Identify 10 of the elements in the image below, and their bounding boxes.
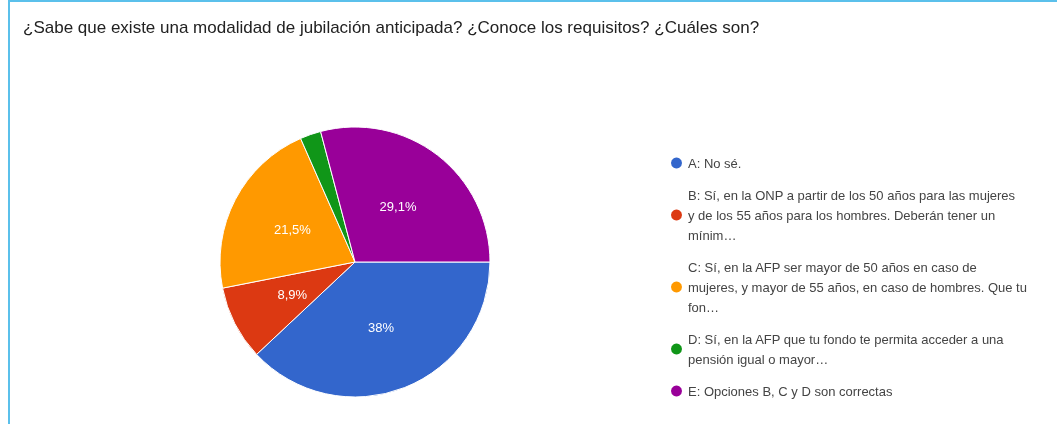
chart-title: ¿Sabe que existe una modalidad de jubilación anticipada? ¿Conoce los requisitos? ¿Cuáles son? [23, 18, 760, 37]
legend-label: A: No sé. [688, 155, 742, 171]
legend-label: E: Opciones B, C y D son correctas [688, 383, 893, 399]
data-label: 29,1% [379, 198, 417, 214]
legend-label: D: Sí, en la AFP que tu fondo te permita acceder a una pensión igual o mayor… [688, 331, 1008, 367]
legend-label: B: Sí, en la ONP a partir de los 50 años para las mujeres y de los 55 años para los hombres. Deberán tener un mínim… [688, 187, 1019, 243]
data-label: 38% [367, 320, 395, 336]
data-label: 8,9% [277, 286, 308, 302]
legend-label: C: Sí, en la AFP ser mayor de 50 años en caso de mujeres, y mayor de 55 años, en caso de hombres. Que tu fon… [688, 259, 1031, 315]
data-label: 21,5% [274, 221, 312, 237]
